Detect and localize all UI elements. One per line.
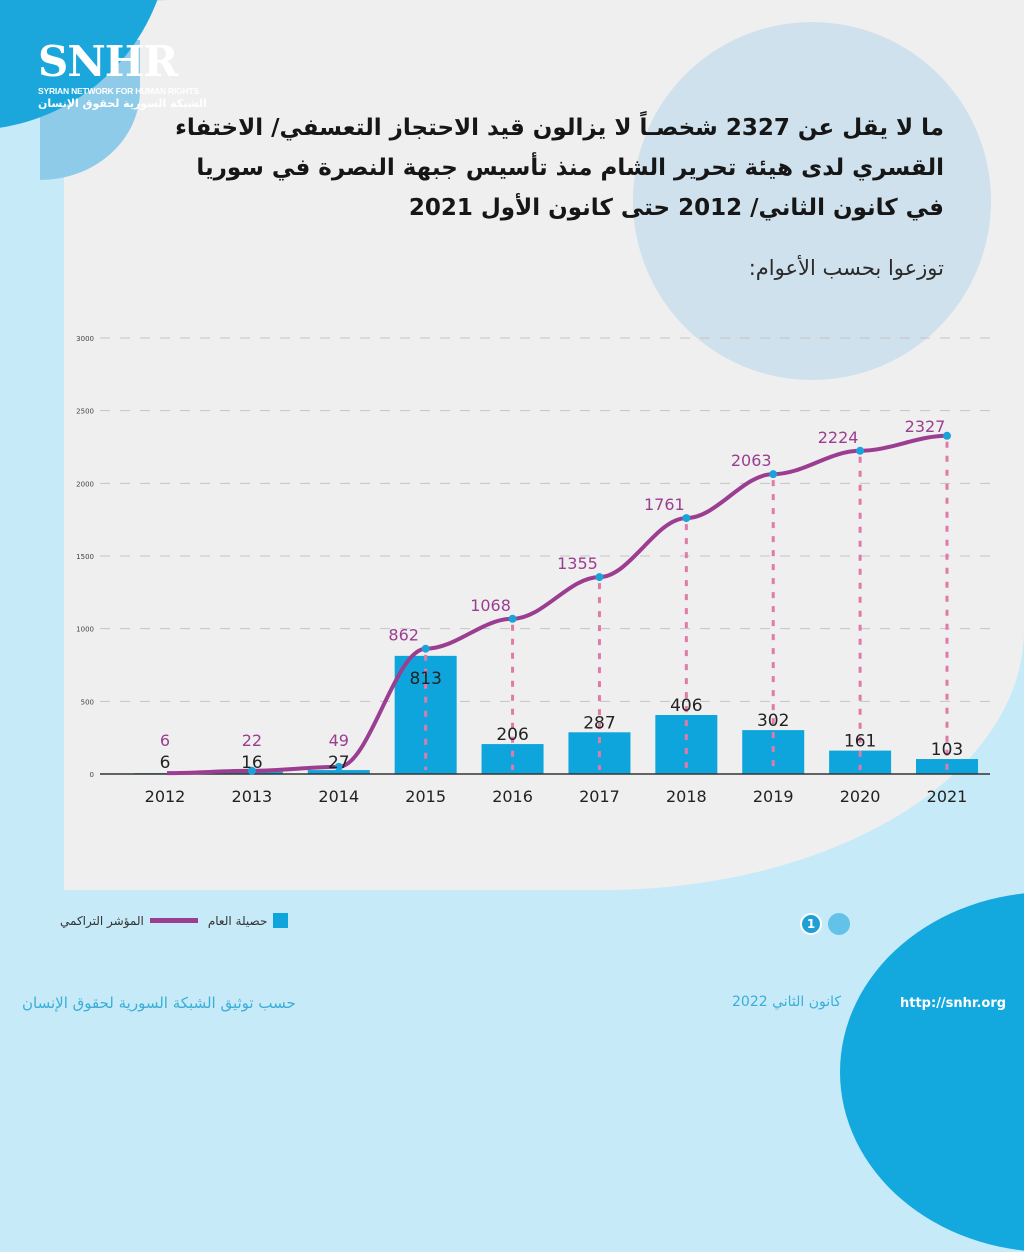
page-indicator-next[interactable] — [828, 913, 850, 935]
bar-value-label: 27 — [328, 753, 350, 773]
page-indicator-current[interactable]: 1 — [800, 913, 822, 935]
y-tick-label: 1000 — [76, 626, 94, 634]
title-line: ما لا يقل عن 2327 شخصـاً لا يزالون قيد ا… — [175, 115, 944, 141]
legend: حصيلة العام المؤشر التراكمي — [60, 913, 289, 928]
bar — [307, 770, 370, 774]
cumulative-value-label: 1355 — [557, 554, 598, 573]
snhr-logo: SNHR SYRIAN NETWORK FOR HUMAN RIGHTS الش… — [38, 37, 207, 111]
line-marker — [856, 446, 865, 455]
legend-swatch-line — [149, 918, 198, 923]
footer-url[interactable]: http://snhr.org — [900, 996, 1007, 1011]
bar — [829, 750, 892, 774]
x-tick-label: 2019 — [753, 787, 794, 806]
legend-label-bar: حصيلة العام — [207, 913, 268, 928]
bar-value-label: 406 — [670, 696, 702, 716]
cumulative-value-label: 862 — [388, 626, 419, 645]
bar-value-label: 103 — [931, 740, 963, 760]
x-tick-label: 2020 — [840, 787, 881, 806]
x-tick-label: 2014 — [318, 787, 359, 806]
logo-name-en: SYRIAN NETWORK FOR HUMAN RIGHTS — [38, 86, 199, 96]
line-marker — [247, 766, 256, 775]
x-tick-label: 2016 — [492, 787, 533, 806]
bar-value-label: 6 — [160, 753, 171, 773]
subtitle: توزعوا بحسب الأعوام: — [748, 256, 944, 280]
bar-value-label: 302 — [757, 711, 789, 731]
line-marker — [508, 614, 517, 623]
legend-item-line: المؤشر التراكمي — [60, 914, 198, 928]
y-tick-label: 3000 — [76, 335, 94, 343]
pager: 1 — [800, 913, 850, 935]
bar-value-label: 206 — [496, 725, 528, 745]
x-tick-label: 2017 — [579, 787, 620, 806]
decorative-circle — [633, 22, 991, 380]
x-tick-label: 2013 — [232, 787, 273, 806]
page-title: ما لا يقل عن 2327 شخصـاً لا يزالون قيد ا… — [144, 108, 944, 228]
bar-value-label: 161 — [844, 732, 876, 752]
x-tick-label: 2018 — [666, 787, 707, 806]
bar-value-label: 813 — [409, 669, 441, 689]
footer-source: حسب توثيق الشبكة السورية لحقوق الإنسان — [22, 994, 296, 1012]
y-tick-label: 0 — [90, 771, 94, 779]
line-marker — [769, 470, 778, 479]
y-tick-label: 1500 — [76, 553, 94, 561]
cumulative-value-label: 1068 — [470, 596, 511, 615]
cumulative-value-label: 1761 — [644, 495, 685, 514]
cumulative-value-label: 22 — [242, 731, 262, 750]
logo-mark: SNHR — [38, 37, 178, 86]
title-line: القسري لدى هيئة تحرير الشام منذ تأسيس جب… — [196, 155, 944, 181]
footer-date: كانون الثاني 2022 — [732, 994, 842, 1010]
cumulative-value-label: 2224 — [818, 428, 859, 447]
line-marker — [595, 573, 604, 582]
cumulative-value-label: 6 — [160, 731, 170, 750]
y-tick-label: 2000 — [76, 480, 94, 488]
logo-name-ar: الشبكة السورية لحقوق الإنسان — [38, 97, 207, 110]
line-marker — [682, 514, 691, 523]
x-tick-label: 2012 — [145, 787, 186, 806]
line-marker — [943, 431, 951, 440]
y-tick-label: 2500 — [76, 408, 94, 416]
x-tick-label: 2015 — [405, 787, 446, 806]
legend-swatch-bar — [273, 913, 289, 928]
line-marker — [421, 644, 430, 653]
y-tick-label: 500 — [81, 698, 94, 706]
bar-value-label: 16 — [241, 753, 263, 773]
bar-value-label: 287 — [583, 713, 615, 733]
legend-item-bar: حصيلة العام — [208, 913, 289, 928]
title-line: في كانون الثاني/ 2012 حتى كانون الأول 20… — [408, 195, 944, 221]
cumulative-value-label: 2327 — [905, 417, 946, 436]
x-tick-label: 2021 — [927, 787, 968, 806]
cumulative-line — [166, 433, 948, 776]
legend-label-line: المؤشر التراكمي — [60, 913, 144, 928]
cumulative-value-label: 49 — [329, 731, 349, 750]
chart: 0 500 1000 1500 2000 2500 3000 2012 2013 2014 2015… — [76, 335, 990, 806]
line-marker — [334, 762, 343, 771]
cumulative-value-label: 2063 — [731, 451, 772, 470]
